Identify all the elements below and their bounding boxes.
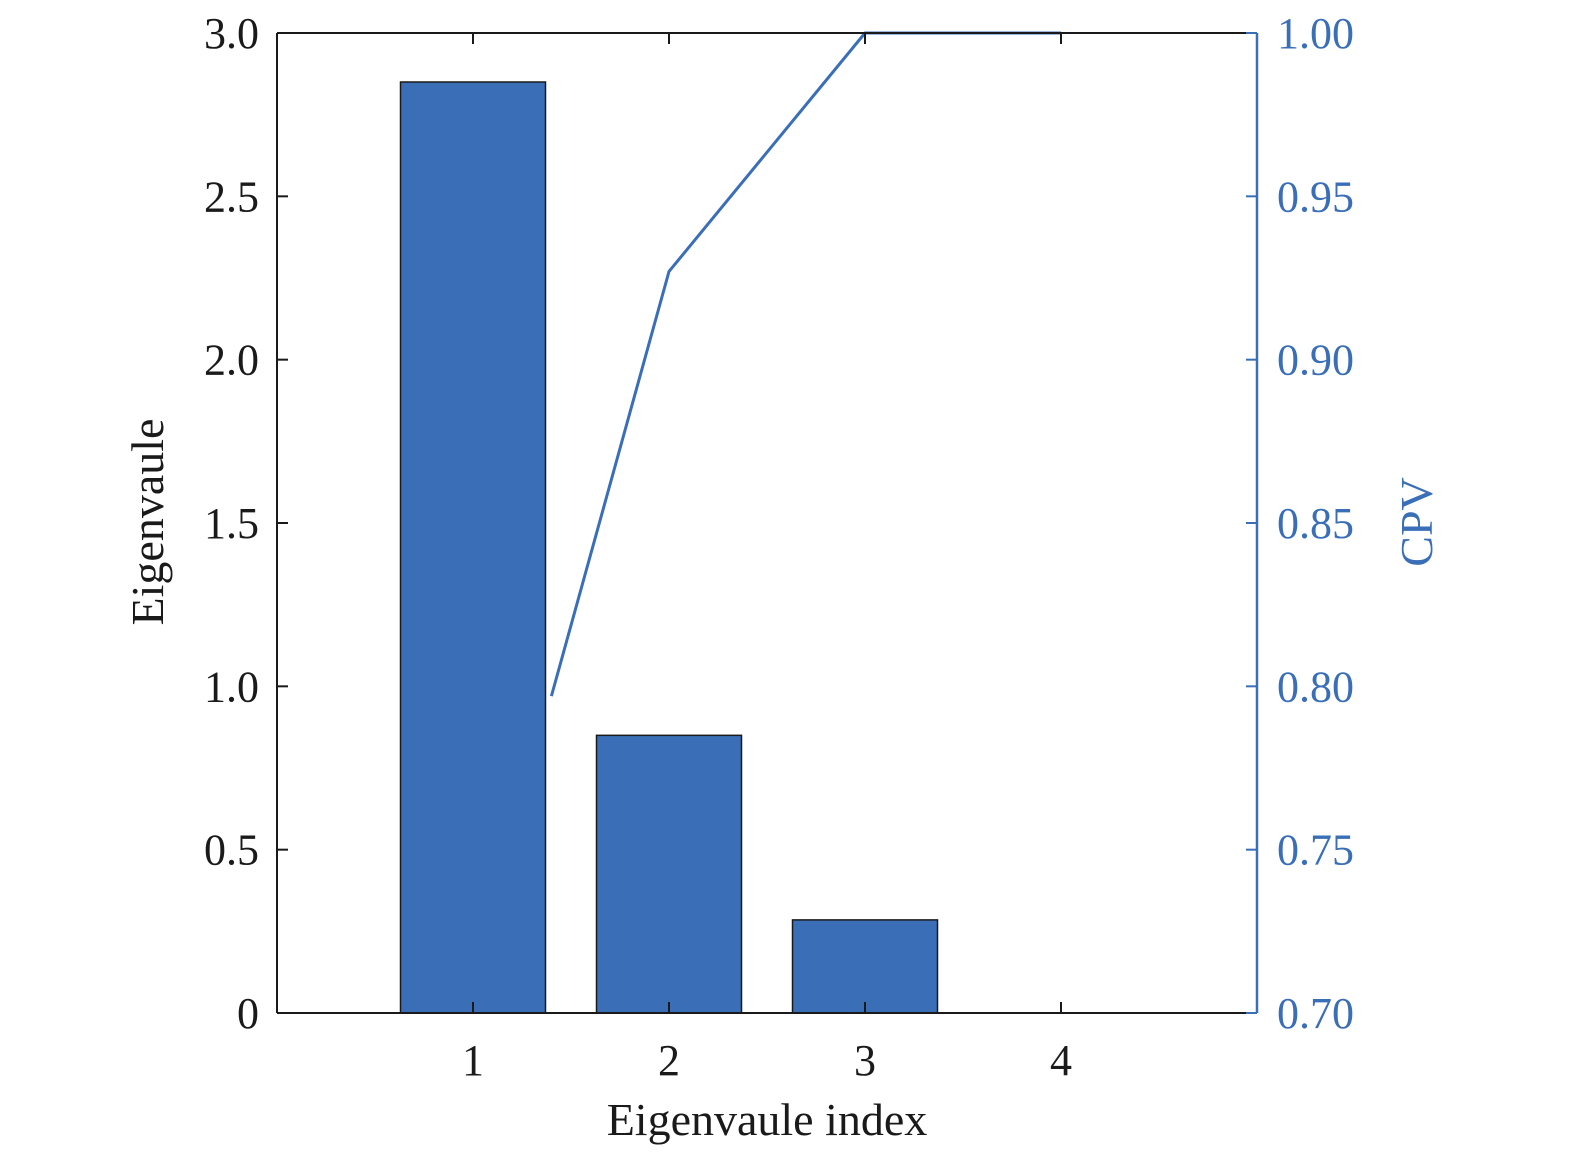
labels-group: Eigenvaule index Eigenvaule CPV	[122, 419, 1442, 1145]
x-tick-label: 1	[462, 1036, 484, 1085]
ticks-group: 0 0.5 1.0 1.5 2.0 2.5 3.0 0.70 0.75 0.80 0.85 0.90 0…	[204, 9, 1354, 1085]
y-tick-right-label: 0.80	[1277, 662, 1354, 711]
x-tick-label: 4	[1050, 1036, 1072, 1085]
y-tick-right-label: 0.85	[1277, 499, 1354, 548]
y-tick-left-label: 1.0	[204, 662, 259, 711]
bar-1	[399, 81, 547, 1014]
y-tick-right-label: 0.90	[1277, 336, 1354, 385]
y-tick-right-label: 0.95	[1277, 172, 1354, 221]
cpv-line	[549, 31, 1061, 697]
y-axis-label: Eigenvaule	[122, 419, 173, 626]
bars-group	[399, 81, 939, 1014]
y-tick-right-label: 0.70	[1277, 989, 1354, 1038]
y-tick-left-label: 2.5	[204, 172, 259, 221]
bar-3	[791, 919, 939, 1014]
y-tick-left-label: 0.5	[204, 826, 259, 875]
y-tick-right-label: 0.75	[1277, 826, 1354, 875]
y-tick-left-label: 1.5	[204, 499, 259, 548]
y-axis-right-label: CPV	[1391, 477, 1442, 566]
x-tick-label: 2	[658, 1036, 680, 1085]
x-tick-label: 3	[854, 1036, 876, 1085]
bar-2	[595, 734, 743, 1014]
y-tick-right-label: 1.00	[1277, 9, 1354, 58]
cpv-line-group	[549, 31, 1061, 697]
y-tick-left-label: 2.0	[204, 336, 259, 385]
y-tick-left-label: 0	[237, 989, 259, 1038]
y-tick-left-label: 3.0	[204, 9, 259, 58]
x-axis-label: Eigenvaule index	[607, 1094, 928, 1145]
